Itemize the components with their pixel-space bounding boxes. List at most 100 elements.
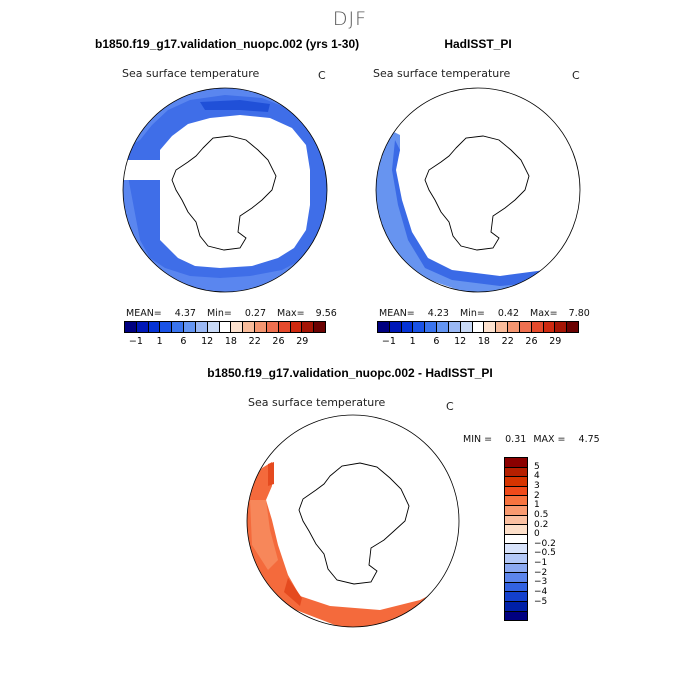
colorbar-tick-label: 22 [501, 336, 514, 347]
panel-1-stats: MEAN= 4.37 Min= 0.27 Max= 9.56 [126, 308, 337, 319]
panel-2-units: C [572, 69, 580, 82]
panel-1-max-label: Max= [277, 308, 305, 319]
colorbar-tick-label: 0.2 [534, 519, 549, 530]
colorbar-tick-label: 29 [549, 336, 562, 347]
panel-1-colorbar-ticks: −1 1 6 12 18 22 26 29 [124, 336, 326, 348]
colorbar-tick-label: −1 [381, 336, 396, 347]
colorbar-swatch [505, 525, 527, 535]
colorbar-swatch [505, 467, 527, 478]
colorbar-swatch [460, 322, 473, 332]
panel-2-colorbar [377, 321, 579, 333]
colorbar-swatch [505, 477, 527, 487]
colorbar-swatch [508, 322, 520, 332]
colorbar-swatch [543, 322, 556, 332]
panel-3-max-value: 4.75 [578, 434, 600, 445]
colorbar-tick-label: −2 [534, 567, 548, 578]
colorbar-swatch [484, 322, 497, 332]
panel-1-variable: Sea surface temperature [122, 67, 260, 80]
colorbar-tick-label: 26 [525, 336, 538, 347]
panel-3-diff-light [250, 500, 278, 570]
colorbar-swatch [172, 322, 185, 332]
panel-2-min-value: 0.42 [497, 308, 519, 319]
panel-1-dark-band [200, 100, 270, 112]
panel-1-units: C [318, 69, 326, 82]
colorbar-swatch [290, 322, 303, 332]
colorbar-swatch [505, 505, 527, 516]
colorbar-tick-label: −3 [534, 577, 548, 588]
colorbar-swatch [448, 322, 461, 332]
panel-3-min-label: MIN = [463, 434, 493, 445]
panel-2-variable: Sea surface temperature [373, 67, 511, 80]
panel-2-map-border [375, 87, 581, 293]
colorbar-swatch [505, 592, 527, 602]
colorbar-swatch [160, 322, 173, 332]
panel-3-diff-main [247, 462, 450, 627]
panel-3-title: b1850.f19_g17.validation_nuopc.002 - Had… [207, 366, 493, 380]
colorbar-swatch [505, 544, 527, 554]
colorbar-tick-label: 0 [534, 529, 540, 540]
panel-1-colorbar [124, 321, 326, 333]
panel-2-ocean-base [376, 88, 580, 292]
colorbar-tick-label: 1 [156, 336, 163, 347]
colorbar-tick-label: 2 [534, 490, 540, 501]
colorbar-tick-label: 4 [534, 471, 540, 482]
panel-1-mean-label: MEAN= [126, 308, 162, 319]
colorbar-swatch [207, 322, 220, 332]
colorbar-swatch [505, 601, 527, 612]
colorbar-swatch [505, 515, 527, 526]
panel-1-max-value: 9.56 [315, 308, 337, 319]
colorbar-swatch [505, 534, 527, 545]
figure-title: DJF [332, 8, 368, 30]
colorbar-swatch [505, 611, 527, 621]
panel-3-variable: Sea surface temperature [248, 396, 386, 409]
colorbar-swatch [231, 322, 244, 332]
colorbar-tick-label: 18 [477, 336, 490, 347]
panel-1-ice-free-open [123, 115, 310, 268]
panel-2-stats: MEAN= 4.23 Min= 0.42 Max= 7.80 [379, 308, 590, 319]
panel-2-title: HadISST_PI [444, 37, 512, 51]
panel-2-max-value: 7.80 [568, 308, 590, 319]
panel-2-mean-value: 4.23 [427, 308, 449, 319]
panel-2-antarctica-coast [424, 135, 530, 251]
panel-1-ocean-outer [123, 88, 327, 292]
colorbar-tick-label: 18 [224, 336, 237, 347]
panel-1-title: b1850.f19_g17.validation_nuopc.002 (yrs … [95, 37, 360, 51]
colorbar-swatch [505, 486, 527, 497]
colorbar-tick-label: 3 [534, 480, 540, 491]
colorbar-tick-label: 6 [180, 336, 187, 347]
colorbar-swatch [278, 322, 291, 332]
panel-3-colorbar-ticks: 5 4 3 2 1 0.5 0.2 0 −0.2 −0.5 −1 −2 −3 −4 −5 [534, 457, 574, 621]
colorbar-tick-label: −0.5 [534, 548, 556, 559]
colorbar-swatch [243, 322, 256, 332]
panel-1-min-label: Min= [206, 308, 232, 319]
panel-3-min-value: 0.31 [505, 434, 527, 445]
colorbar-swatch [505, 553, 527, 564]
colorbar-swatch [136, 322, 149, 332]
colorbar-swatch [184, 322, 196, 332]
colorbar-swatch [389, 322, 402, 332]
colorbar-swatch [531, 322, 544, 332]
colorbar-swatch [125, 322, 137, 332]
colorbar-swatch [472, 322, 485, 332]
colorbar-tick-label: 26 [272, 336, 285, 347]
panel-3-diff-dark [268, 462, 274, 486]
colorbar-swatch [378, 322, 390, 332]
panel-1-min-value: 0.27 [244, 308, 266, 319]
colorbar-swatch [219, 322, 232, 332]
panel-1-mean-value: 4.37 [174, 308, 196, 319]
colorbar-swatch [195, 322, 208, 332]
panel-2-colorbar-ticks: −1 1 6 12 18 22 26 29 [377, 336, 579, 348]
colorbar-swatch [496, 322, 509, 332]
panel-2-max-label: Max= [530, 308, 558, 319]
colorbar-swatch [555, 322, 568, 332]
panel-1-map-border [122, 87, 328, 293]
colorbar-swatch [302, 322, 315, 332]
panel-2-ocean-outer [376, 130, 560, 292]
colorbar-tick-label: 1 [534, 500, 540, 511]
panel-1-ocean-band [123, 95, 327, 278]
colorbar-tick-label: 1 [409, 336, 416, 347]
colorbar-tick-label: −0.2 [534, 538, 556, 549]
colorbar-swatch [567, 322, 579, 332]
colorbar-swatch [437, 322, 449, 332]
colorbar-swatch [425, 322, 438, 332]
